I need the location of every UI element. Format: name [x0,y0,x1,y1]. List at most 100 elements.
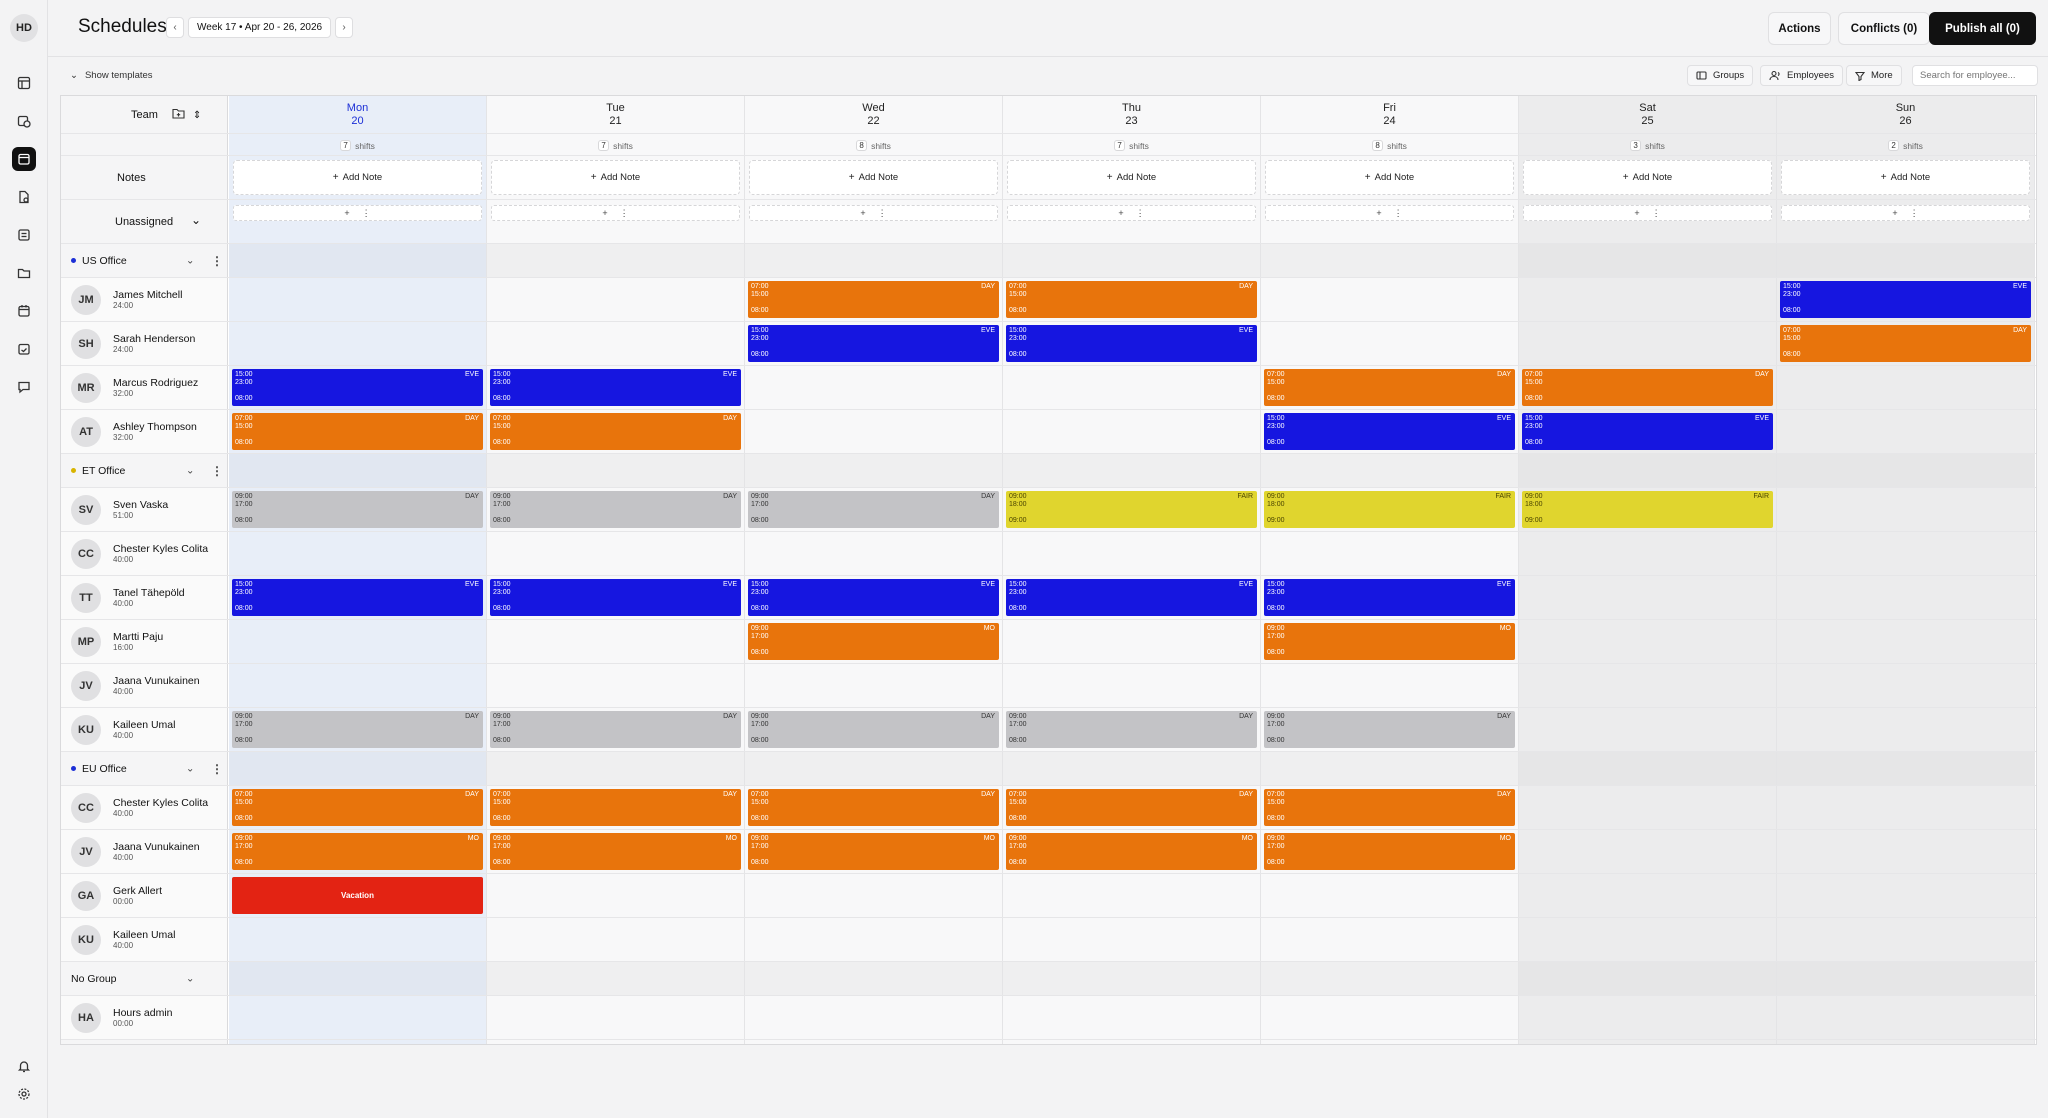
employee-cell[interactable]: HA Hours admin 00:00 [61,996,228,1039]
shift-block[interactable]: 07:00 15:00 DAY 08:00 [490,789,741,826]
employee-info[interactable]: MP Martti Paju 16:00 [61,620,227,663]
employee-cell[interactable]: SV Sven Vaska 51:00 [61,488,228,531]
shift-block[interactable]: 09:00 17:00 MO 08:00 [1006,833,1257,870]
folder-icon[interactable] [12,261,36,285]
shift-block[interactable]: 07:00 15:00 DAY 08:00 [1780,325,2031,362]
unassigned-slot[interactable]: + ⋮ [1265,205,1514,221]
schedules-icon[interactable] [12,147,36,171]
employee-cell[interactable]: JM James Mitchell 24:00 [61,278,228,321]
shift-block[interactable]: 09:00 17:00 DAY 08:00 [232,711,483,748]
group-header-cell[interactable]: US Office ⌄ ⋮ [61,244,228,277]
kebab-menu-icon[interactable]: ⋮ [211,253,223,268]
employee-cell[interactable]: SH Sarah Henderson 24:00 [61,322,228,365]
shift-block[interactable]: 09:00 17:00 DAY 08:00 [490,711,741,748]
group-header[interactable]: US Office ⌄ ⋮ [61,244,227,277]
shift-block[interactable]: 07:00 15:00 DAY 08:00 [1264,369,1515,406]
shift-block[interactable]: 15:00 23:00 EVE 08:00 [232,369,483,406]
unassigned-slot[interactable]: + ⋮ [1781,205,2030,221]
week-label[interactable]: Week 17 • Apr 20 - 26, 2026 [188,17,332,38]
kebab-icon[interactable]: ⋮ [619,207,629,218]
employee-info[interactable]: TT Tanel Tähepöld 40:00 [61,576,227,619]
publish-all-button[interactable]: Publish all (0) [1929,12,2036,45]
actions-button[interactable]: Actions [1768,12,1831,45]
kebab-icon[interactable]: ⋮ [1651,207,1661,218]
shift-block[interactable]: 15:00 23:00 EVE 08:00 [1006,579,1257,616]
employee-info[interactable]: HA Hours admin 00:00 [61,996,227,1039]
shift-block[interactable]: 09:00 17:00 MO 08:00 [748,623,999,660]
more-filter-button[interactable]: More [1846,65,1902,86]
plus-icon[interactable]: + [1634,208,1640,218]
employee-cell[interactable]: CC Chester Kyles Colita 40:00 [61,786,228,829]
employee-info[interactable]: KU Kaileen Umal 40:00 [61,918,227,961]
employee-cell[interactable]: KU Kaileen Umal 40:00 [61,918,228,961]
employee-info[interactable]: SH Sarah Henderson 24:00 [61,322,227,365]
add-note-button[interactable]: + Add Note [1523,160,1772,195]
employee-info[interactable]: JM James Mitchell 24:00 [61,278,227,321]
user-avatar[interactable]: HD [10,14,38,42]
shift-block[interactable]: 15:00 23:00 EVE 08:00 [748,325,999,362]
chevron-down-icon[interactable]: ⌄ [191,213,202,227]
kebab-icon[interactable]: ⋮ [877,207,887,218]
shift-block[interactable]: 07:00 15:00 DAY 08:00 [232,413,483,450]
chevron-down-icon[interactable]: ⌄ [186,763,195,774]
conflicts-button[interactable]: Conflicts (0) [1838,12,1930,45]
shift-block[interactable]: 09:00 17:00 DAY 08:00 [748,491,999,528]
shift-block[interactable]: 15:00 23:00 EVE 08:00 [1780,281,2031,318]
employee-info[interactable]: JV Jaana Vunukainen 40:00 [61,830,227,873]
unassigned-slot[interactable]: + ⋮ [1007,205,1256,221]
group-header[interactable]: EU Office ⌄ ⋮ [61,752,227,785]
bell-icon[interactable] [12,1054,36,1078]
kebab-menu-icon[interactable]: ⋮ [211,463,223,478]
kebab-icon[interactable]: ⋮ [1135,207,1145,218]
unassigned-slot[interactable]: + ⋮ [233,205,482,221]
shift-block[interactable]: 07:00 15:00 DAY 08:00 [1522,369,1773,406]
plus-icon[interactable]: + [1376,208,1382,218]
shift-block[interactable]: 07:00 15:00 DAY 08:00 [1264,789,1515,826]
group-header-cell[interactable]: No Group ⌄ [61,962,228,995]
employee-info[interactable]: JV Jaana Vunukainen 40:00 [61,664,227,707]
employee-info[interactable]: MR Marcus Rodriguez 32:00 [61,366,227,409]
chevron-down-icon[interactable]: ⌄ [186,973,195,984]
employee-cell[interactable]: MP Martti Paju 16:00 [61,620,228,663]
shift-block[interactable]: 07:00 15:00 DAY 08:00 [1006,281,1257,318]
shift-block[interactable]: 15:00 23:00 EVE 08:00 [1264,579,1515,616]
groups-button[interactable]: Groups [1687,65,1754,86]
plus-icon[interactable]: + [344,208,350,218]
plus-icon[interactable]: + [1118,208,1124,218]
add-note-button[interactable]: + Add Note [233,160,482,195]
employee-cell[interactable]: MR Marcus Rodriguez 32:00 [61,366,228,409]
employee-search-input[interactable] [1912,65,2038,86]
unassigned-label-cell[interactable]: Unassigned ⌄ [61,200,228,243]
employee-info[interactable]: SV Sven Vaska 51:00 [61,488,227,531]
kebab-icon[interactable]: ⋮ [1909,207,1919,218]
group-header-cell[interactable]: EU Office ⌄ ⋮ [61,752,228,785]
calendar-check-icon[interactable] [12,337,36,361]
shift-block[interactable]: 09:00 18:00 FAIR 09:00 [1264,491,1515,528]
shift-block[interactable]: 09:00 17:00 DAY 08:00 [232,491,483,528]
shift-block[interactable]: 09:00 17:00 MO 08:00 [232,833,483,870]
employee-info[interactable]: CC Chester Kyles Colita 40:00 [61,532,227,575]
shift-block[interactable]: 09:00 17:00 DAY 08:00 [490,491,741,528]
dashboard-icon[interactable] [12,71,36,95]
kebab-menu-icon[interactable]: ⋮ [211,761,223,776]
plus-icon[interactable]: + [860,208,866,218]
shift-block[interactable]: 15:00 23:00 EVE 08:00 [490,579,741,616]
shift-block[interactable]: 09:00 17:00 DAY 08:00 [1006,711,1257,748]
kebab-icon[interactable]: ⋮ [1393,207,1403,218]
employee-cell[interactable]: JV Jaana Vunukainen 40:00 [61,830,228,873]
employee-cell[interactable]: AT Ashley Thompson 32:00 [61,410,228,453]
calendar-icon[interactable] [12,299,36,323]
shift-block[interactable]: 09:00 18:00 FAIR 09:00 [1522,491,1773,528]
unassigned-slot[interactable]: + ⋮ [491,205,740,221]
group-header[interactable]: No Group ⌄ [61,962,227,995]
plus-icon[interactable]: + [602,208,608,218]
settings-gear-icon[interactable] [12,1082,36,1106]
team-selector[interactable]: Team ⇕ [131,108,201,122]
show-templates-toggle[interactable]: ⌄ Show templates [70,70,153,81]
sort-updown-icon[interactable]: ⇕ [192,109,202,121]
chevron-down-icon[interactable]: ⌄ [186,465,195,476]
shift-block[interactable]: 15:00 23:00 EVE 08:00 [748,579,999,616]
add-note-button[interactable]: + Add Note [1265,160,1514,195]
document-search-icon[interactable] [12,185,36,209]
shift-block[interactable]: 15:00 23:00 EVE 08:00 [1522,413,1773,450]
